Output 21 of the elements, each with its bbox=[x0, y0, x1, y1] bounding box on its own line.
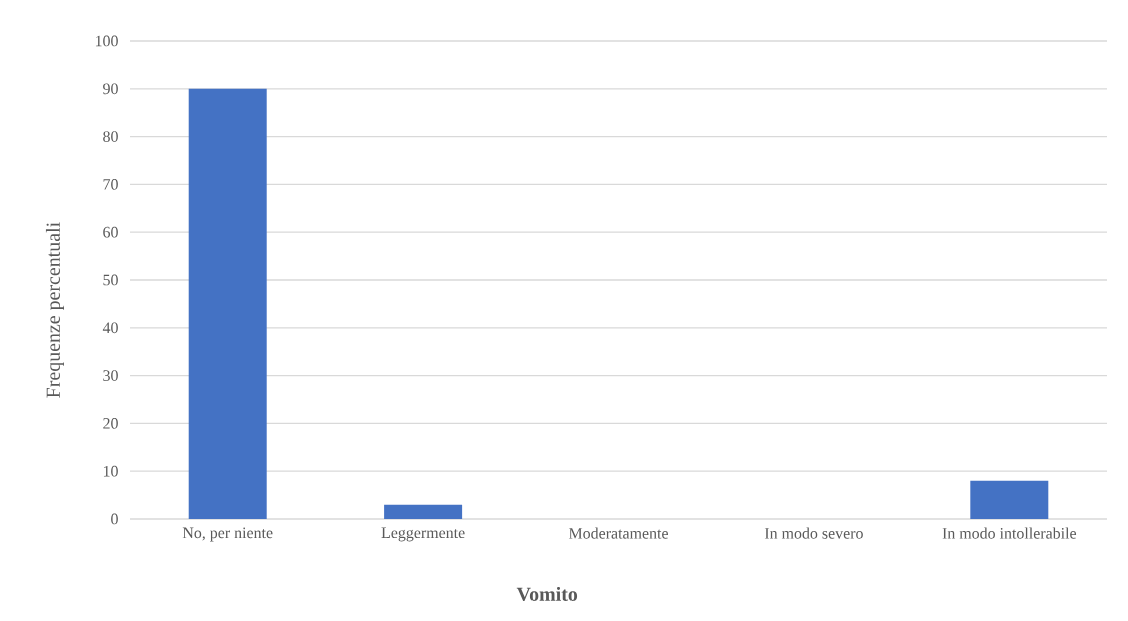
bar bbox=[188, 88, 267, 519]
y-tick-label: 100 bbox=[95, 35, 118, 47]
bar bbox=[970, 480, 1049, 519]
x-tick-label: In modo intollerabile bbox=[942, 527, 1077, 539]
y-tick-label: 60 bbox=[103, 226, 118, 238]
y-tick-label: 70 bbox=[103, 179, 118, 190]
y-tick-label: 80 bbox=[103, 131, 118, 142]
y-tick-label: 50 bbox=[103, 274, 118, 286]
x-tick-label: In modo severo bbox=[764, 527, 863, 539]
x-tick-label: Leggermente bbox=[381, 527, 465, 542]
x-tick-label: No, per niente bbox=[182, 527, 273, 542]
x-axis-title: Vomito bbox=[516, 586, 578, 602]
y-tick-label: 30 bbox=[103, 370, 118, 381]
y-tick-label: 40 bbox=[102, 322, 118, 334]
y-tick-label: 10 bbox=[103, 465, 118, 477]
y-tick-label: 20 bbox=[103, 418, 118, 429]
y-tick-label: 0 bbox=[111, 513, 118, 525]
bar bbox=[384, 504, 463, 519]
y-axis-title: Frequenze percentuali bbox=[45, 222, 64, 398]
x-tick-label: Moderatamente bbox=[568, 527, 668, 539]
y-tick-label: 90 bbox=[103, 83, 118, 95]
